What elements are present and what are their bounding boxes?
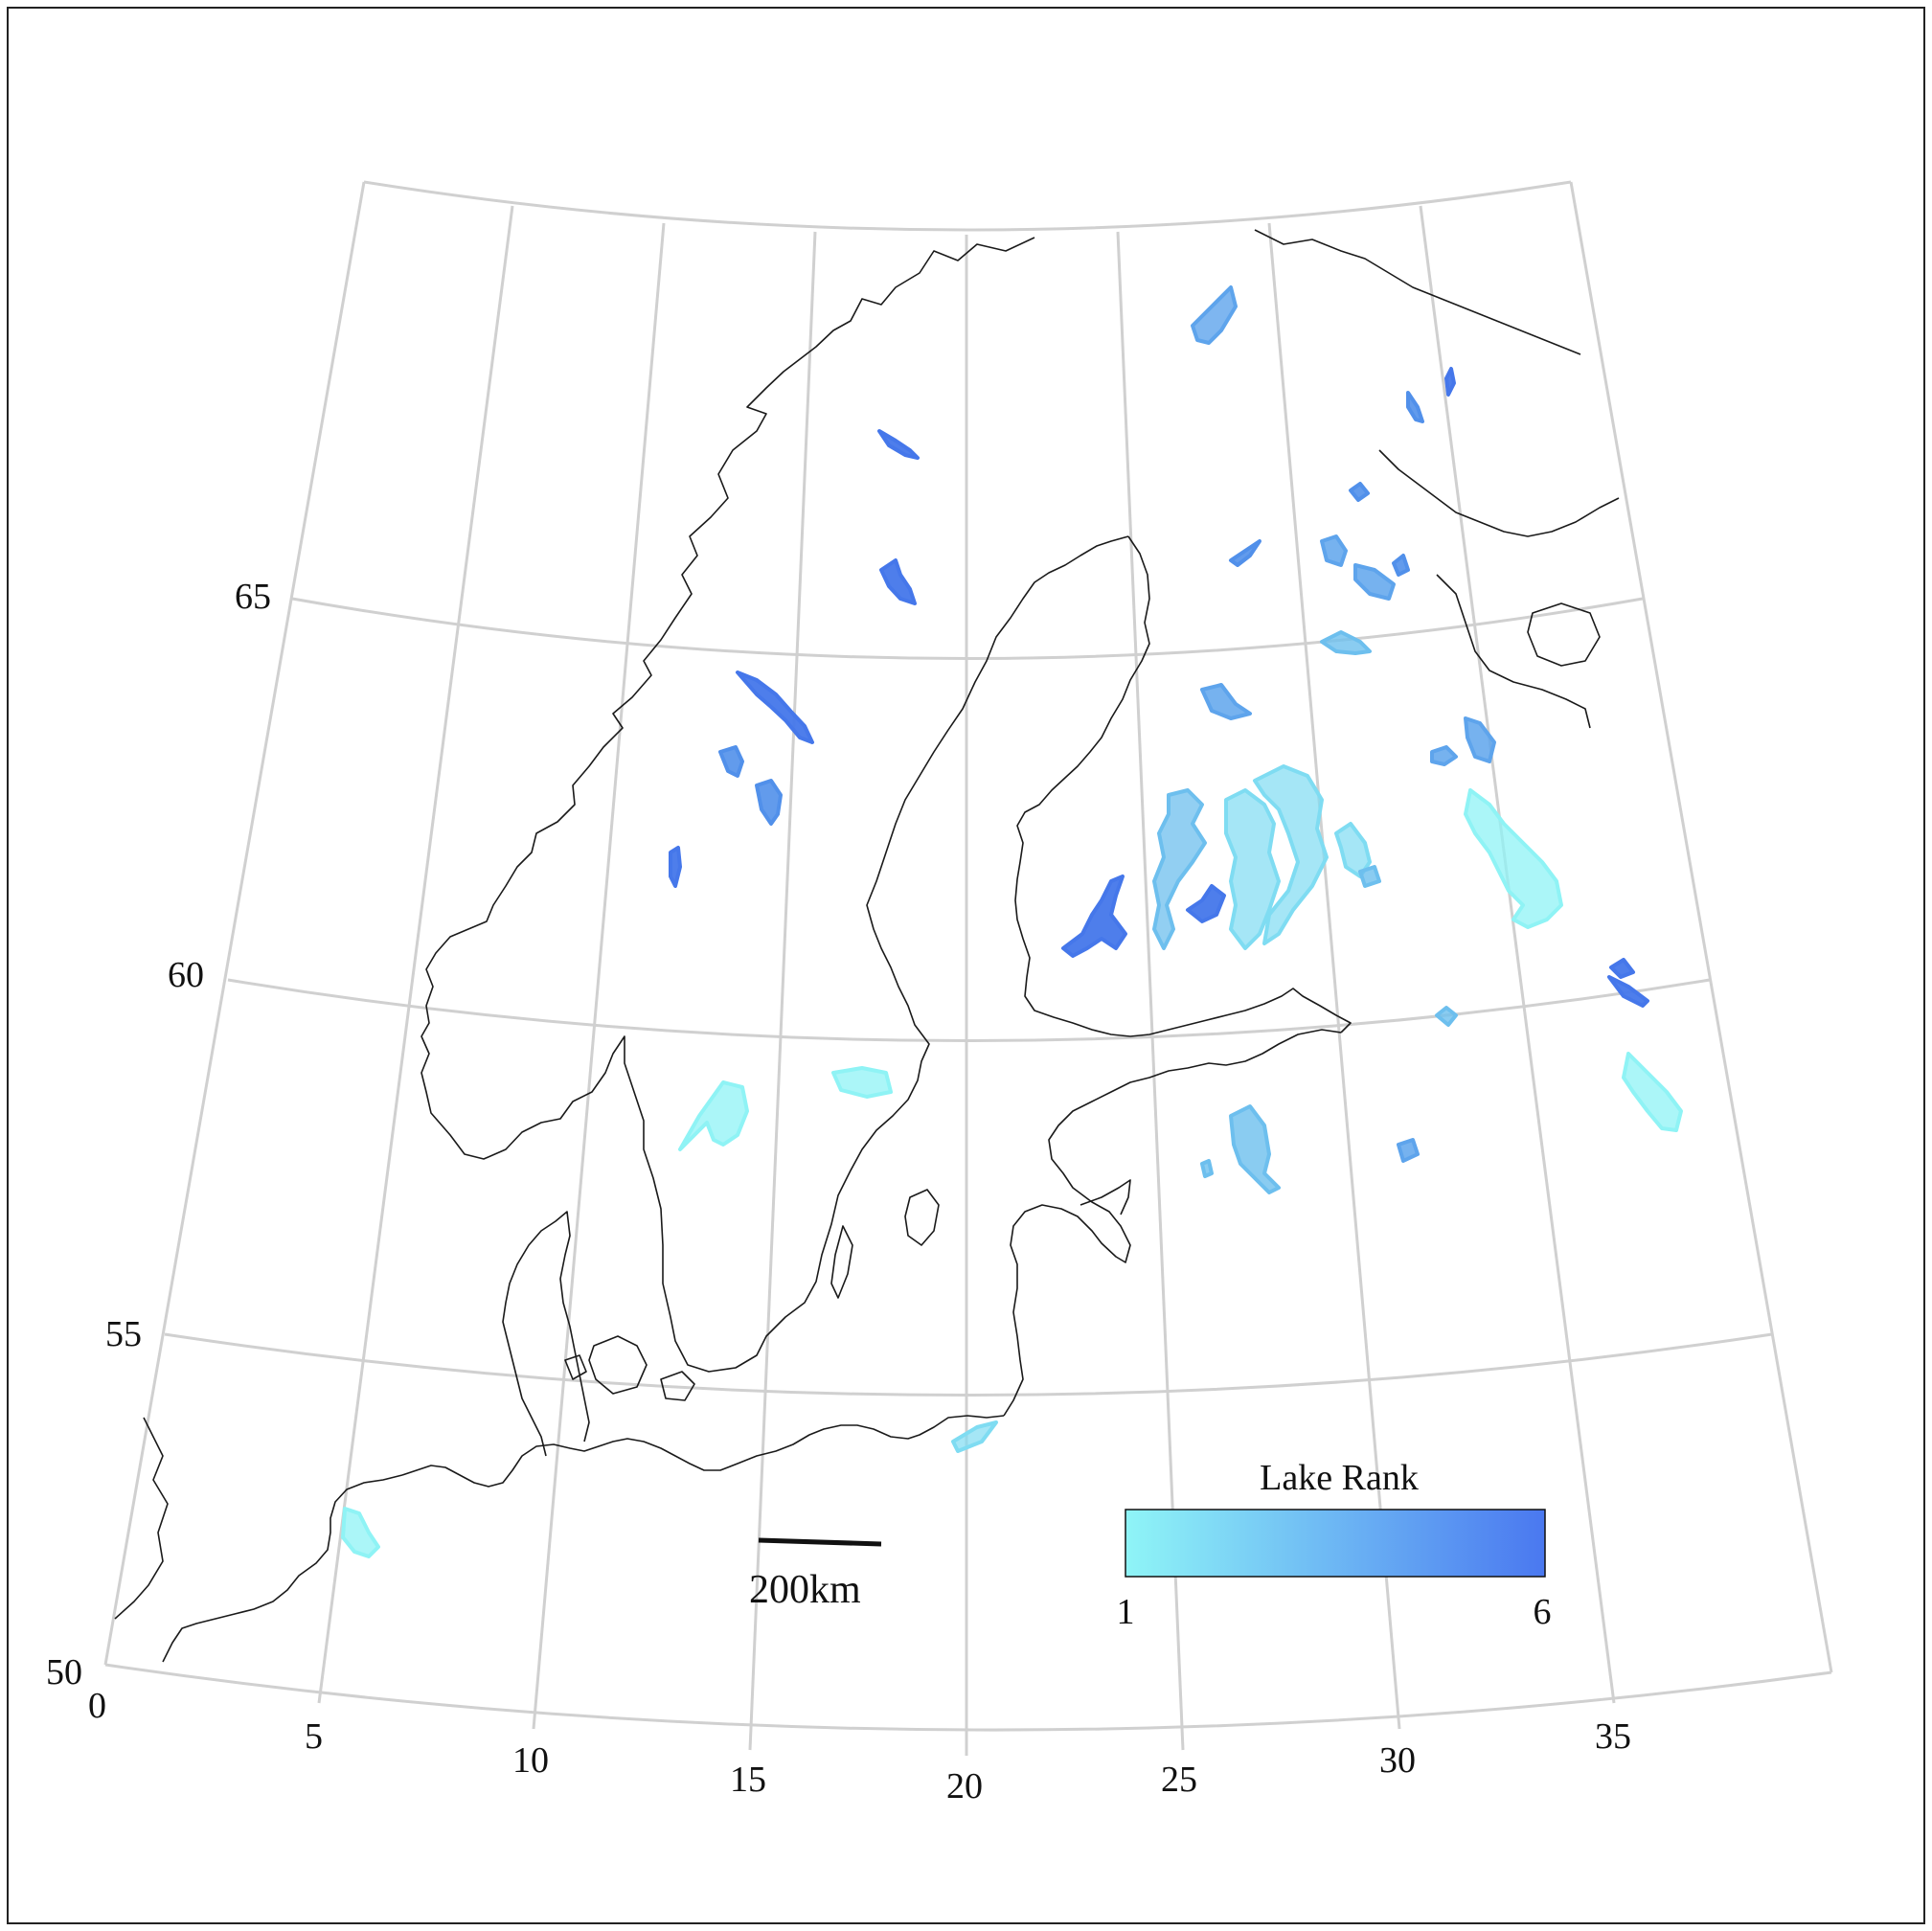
lake [1191,285,1238,345]
meridian-35 [1419,205,1616,1704]
lake [736,670,814,744]
lake [1464,716,1496,763]
lon-label-30: 30 [1379,1740,1416,1781]
legend-max-label: 6 [1534,1592,1552,1632]
lake [341,1507,380,1558]
lake [755,779,783,826]
lake [1430,745,1458,766]
coastlines [114,229,1620,1663]
coast-riga [1080,1179,1131,1215]
lon-label-5: 5 [305,1716,323,1757]
legend: Lake Rank 1 6 [1117,1458,1552,1632]
parallel-55 [164,1332,1773,1397]
lake [879,558,917,605]
coast-norway [420,237,1129,1373]
lake [1397,1138,1420,1163]
lake [1464,788,1563,929]
lon-label-20: 20 [946,1766,983,1806]
lake [678,1080,749,1151]
lake [669,846,682,888]
lake [1435,1006,1458,1027]
lake [1200,1159,1214,1178]
lat-label-50: 50 [46,1652,82,1692]
lake [1622,1052,1683,1132]
meridian-30 [1267,222,1401,1730]
lake [831,1066,893,1099]
lon-label-15: 15 [730,1760,766,1800]
parallel-50 [104,1663,1832,1732]
lon-label-10: 10 [512,1740,549,1781]
meridian-25 [1116,231,1185,1751]
meridian-0 [103,181,366,1666]
coast-netherlands [162,1474,403,1663]
lake [1320,630,1372,655]
lake [1186,884,1226,923]
lake [1607,975,1649,1008]
coast-kola [1254,229,1581,355]
coast-gotland [904,1189,940,1246]
meridian-10 [532,222,666,1730]
coast-onega-bay [1527,602,1601,667]
lake [1152,788,1207,950]
coast-baltic-south [401,1415,1005,1488]
lake [1224,788,1281,950]
scale-bar-label: 200km [749,1568,861,1612]
meridian-5 [317,205,514,1704]
coast-danish-islands [564,1335,695,1401]
parallel-60 [227,978,1711,1042]
lake [1353,563,1396,601]
lake [1349,482,1370,502]
lake [1406,391,1424,423]
lon-label-35: 35 [1595,1716,1631,1757]
lake [877,429,920,460]
coast-baltic-east [1003,1029,1342,1417]
coast-white-sea [1378,449,1620,729]
legend-colorbar [1125,1509,1546,1578]
longitude-labels: 0 5 10 15 20 25 30 35 [88,1686,1631,1806]
graticule [103,180,1833,1756]
lake [1392,554,1410,577]
parallel-top [363,180,1572,232]
lon-label-25: 25 [1161,1760,1197,1800]
legend-min-label: 1 [1117,1592,1135,1632]
lake [1609,958,1635,979]
lake [951,1420,998,1453]
scale-bar-line [758,1537,882,1547]
lake [1253,764,1329,945]
coast-oland [830,1225,853,1299]
coast-uk [114,1417,169,1620]
lat-label-65: 65 [235,577,271,617]
scale-bar: 200km [749,1537,882,1612]
legend-title: Lake Rank [1260,1458,1419,1498]
map-east-edge [1569,181,1833,1673]
lat-label-60: 60 [168,955,204,995]
coast-finland [1014,535,1352,1037]
lake [1061,875,1127,958]
meridian-15 [748,231,817,1751]
lon-label-0: 0 [88,1686,106,1726]
lake [1444,367,1456,397]
lake [718,745,744,778]
lat-label-55: 55 [105,1314,142,1354]
latitude-labels: 65 60 55 50 [46,577,271,1692]
lake [1358,865,1381,888]
lake [1229,1104,1281,1194]
lake [1200,683,1252,720]
lake [1229,539,1261,567]
parallel-65 [291,597,1644,660]
lake [1320,534,1348,567]
lakes-layer [341,285,1683,1558]
coast-denmark [502,1211,590,1457]
